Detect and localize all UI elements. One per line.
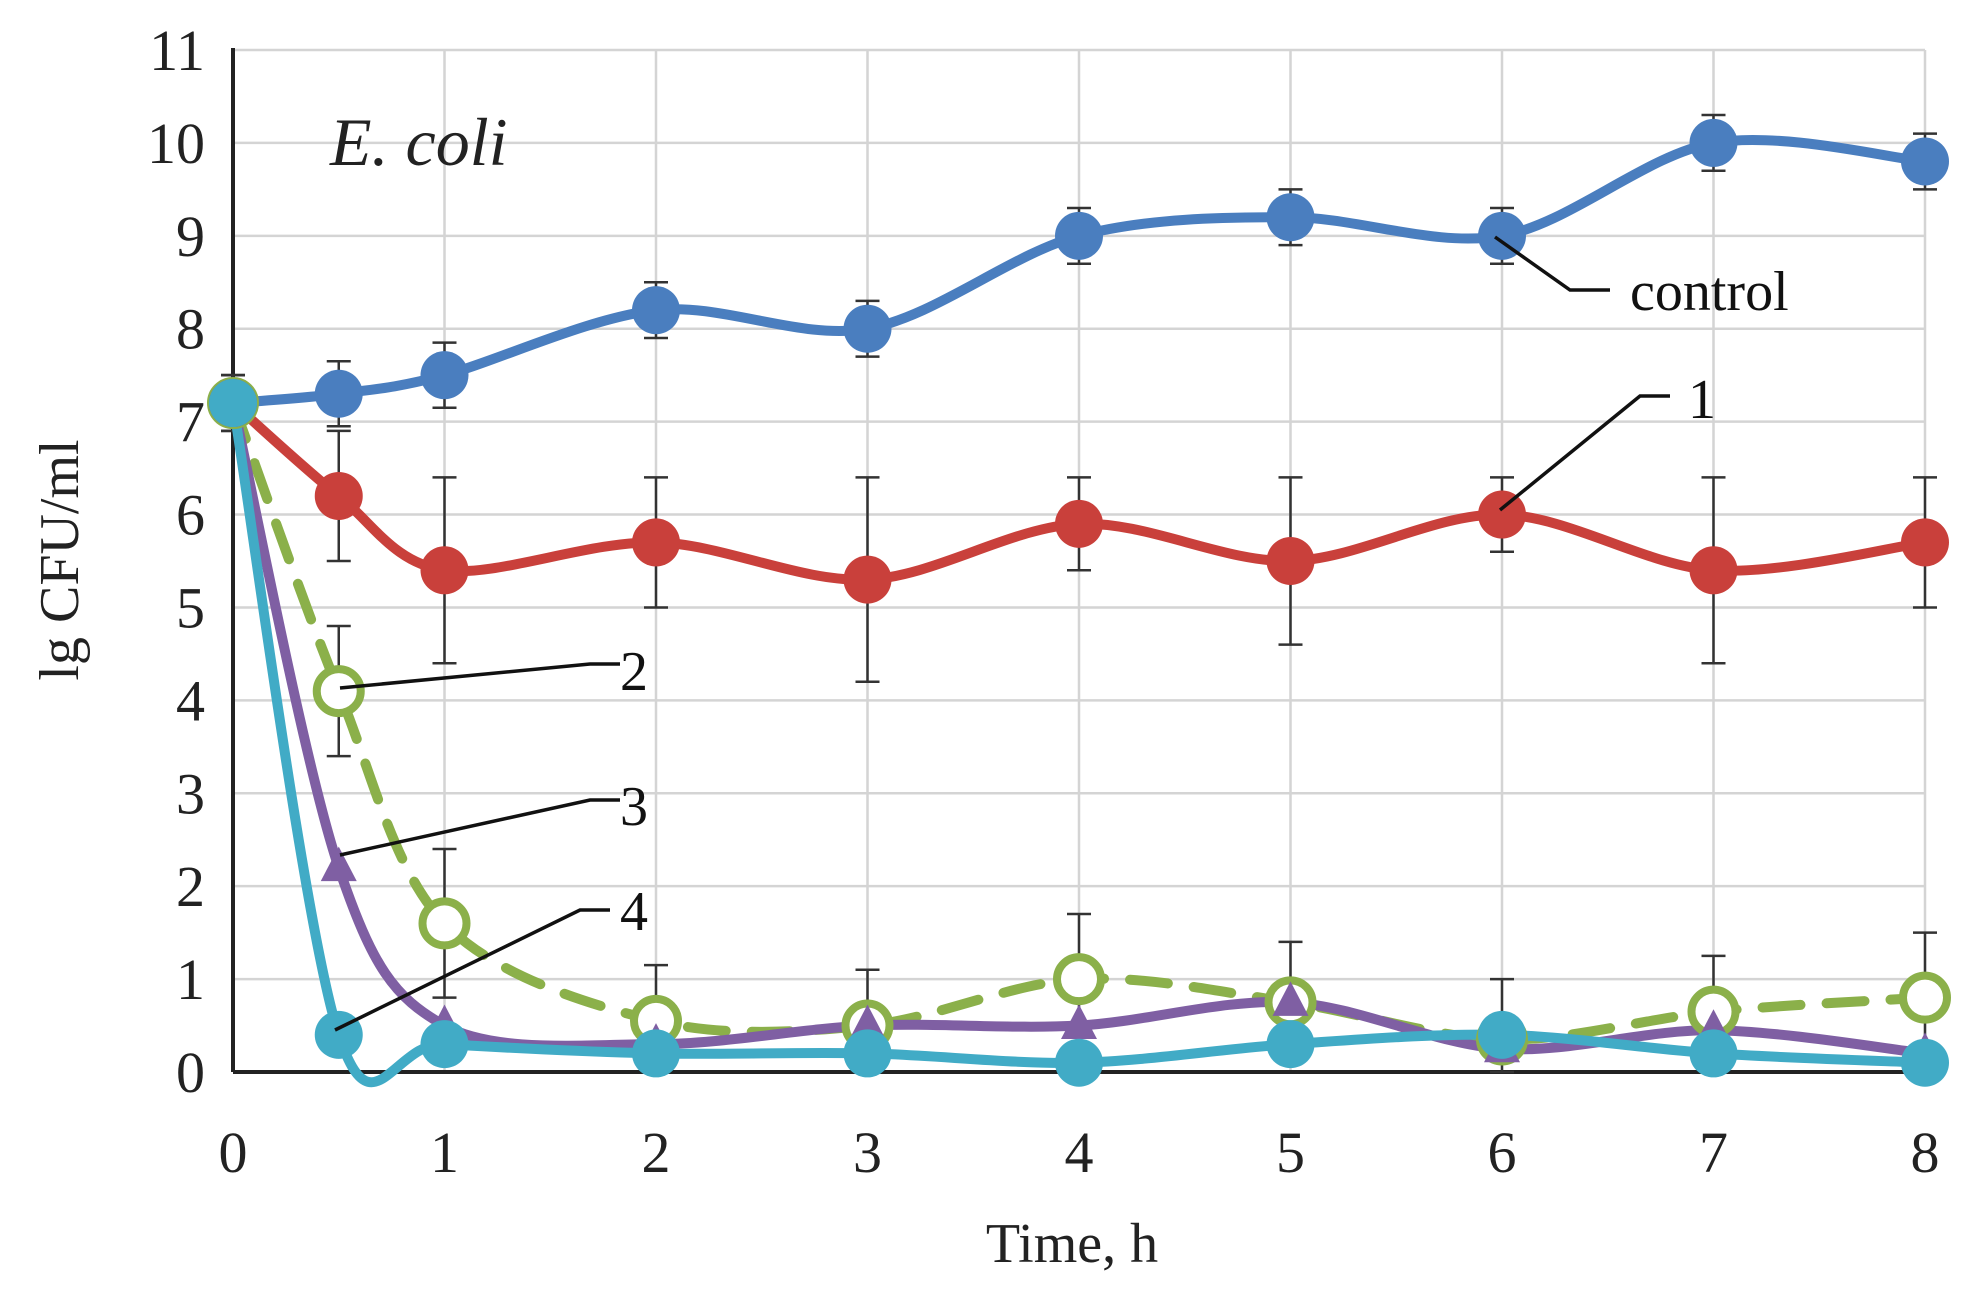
data-point-1 [1266, 537, 1315, 585]
data-point-control [1901, 137, 1949, 186]
data-point-4 [632, 1029, 680, 1078]
y-tick-label: 7 [176, 390, 205, 455]
x-tick-label: 3 [853, 1120, 882, 1185]
data-point-control [1689, 118, 1738, 167]
data-point-1 [1689, 546, 1738, 595]
data-point-2 [1899, 971, 1951, 1024]
data-point-3 [320, 846, 357, 882]
y-tick-label: 0 [176, 1040, 205, 1105]
data-point-4 [1478, 1010, 1526, 1059]
annotation-leader-control [1493, 235, 1610, 292]
data-point-1 [843, 555, 892, 604]
series-line-2 [228, 398, 1930, 1045]
data-point-4 [1689, 1029, 1738, 1078]
data-point-4 [843, 1029, 892, 1078]
series-line-1 [228, 398, 1930, 585]
x-axis-title: Time, h [986, 1213, 1158, 1275]
annotation-label-4: 4 [620, 881, 648, 943]
data-point-control [1055, 211, 1103, 260]
annotation-label-2: 2 [620, 641, 648, 703]
data-point-1 [1478, 490, 1526, 539]
y-tick-label: 6 [176, 483, 205, 548]
y-tick-label: 11 [149, 18, 205, 83]
annotation-label-control: control [1630, 261, 1789, 323]
data-point-1 [420, 546, 469, 595]
x-tick-label: 2 [642, 1120, 671, 1185]
y-tick-label: 4 [176, 668, 205, 733]
organism-label: E. coli [329, 104, 508, 180]
y-tick-label: 2 [176, 854, 205, 919]
x-tick-label: 4 [1065, 1120, 1094, 1185]
y-tick-label: 1 [176, 947, 205, 1012]
data-point-4 [420, 1020, 469, 1069]
data-point-control [1478, 211, 1526, 260]
data-point-2 [1053, 953, 1105, 1006]
data-point-4 [1266, 1020, 1315, 1069]
data-point-4 [209, 379, 257, 428]
data-point-2 [418, 897, 471, 950]
annotation-leader-4 [334, 908, 610, 1032]
y-tick-label: 8 [176, 297, 205, 362]
y-tick-label: 5 [176, 575, 205, 640]
data-point-3 [1272, 981, 1309, 1016]
x-tick-label: 0 [219, 1120, 248, 1185]
annotation-leader-1 [1498, 394, 1670, 512]
data-point-control [632, 286, 680, 335]
data-point-4 [1901, 1038, 1949, 1087]
annotation-label-3: 3 [620, 776, 648, 838]
x-tick-label: 1 [430, 1120, 459, 1185]
annotation-leader-3 [339, 798, 620, 857]
y-tick-label: 10 [147, 111, 205, 176]
x-tick-label: 6 [1488, 1120, 1517, 1185]
data-point-2 [312, 665, 365, 718]
x-tick-label: 5 [1276, 1120, 1305, 1185]
data-point-control [1266, 193, 1315, 242]
data-point-1 [632, 518, 680, 567]
data-point-control [843, 304, 892, 353]
data-point-1 [1055, 499, 1103, 548]
annotation-leader-2 [339, 662, 620, 690]
y-tick-label: 9 [176, 204, 205, 269]
data-point-1 [314, 471, 363, 520]
annotation-label-1: 1 [1688, 369, 1716, 431]
data-point-1 [1901, 518, 1949, 567]
tick-labels: 0 1 2 3 4 5 6 7 8 9 10 11 0 1 2 3 4 5 6 7 8 [147, 18, 1940, 1185]
data-point-3 [849, 1004, 886, 1040]
data-point-4 [1055, 1038, 1103, 1087]
x-tick-label: 8 [1911, 1120, 1940, 1185]
data-point-control [314, 369, 363, 418]
series-markers [207, 118, 1951, 1087]
series-annotations: control 1 2 3 4 [334, 235, 1789, 1032]
x-tick-label: 7 [1699, 1120, 1728, 1185]
y-axis-title: lg CFU/ml [29, 439, 91, 680]
data-point-control [420, 351, 469, 400]
data-point-3 [1061, 1004, 1097, 1040]
y-tick-label: 3 [176, 761, 205, 826]
